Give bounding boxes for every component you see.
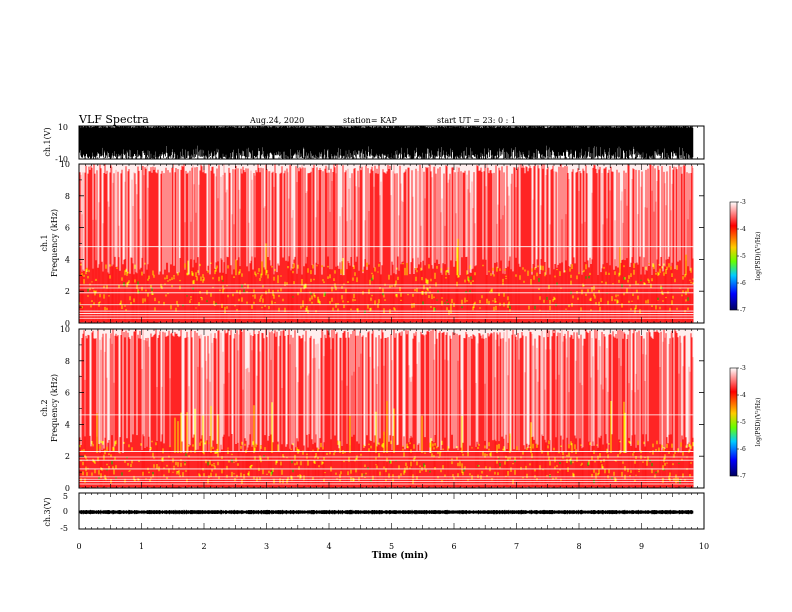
ch2-spectrogram-image (78, 329, 694, 488)
time-axis-ticks (78, 126, 705, 529)
spectrogram-ytick-label: 2 (65, 452, 70, 461)
ch2-spectrogram-ylabel-channel: ch.2 (40, 399, 49, 416)
spectrogram-ytick-label: 6 (65, 389, 70, 398)
time-axis-tick-label: 9 (639, 542, 644, 551)
ch3-waveform-panel: 5 0 -5 ch.3(V) (43, 492, 705, 533)
colorbar-tick-label: -7 (740, 473, 746, 480)
ch1-spectrogram-yticks: 0 2 4 6 8 10 (60, 160, 704, 328)
ch2-spectrogram-yticks: 0 2 4 6 8 10 (60, 325, 704, 493)
ch1-ytick-top: 10 (58, 123, 68, 132)
ch1-ytick-bottom: -10 (55, 155, 68, 164)
time-axis-tick-label: 8 (576, 542, 581, 551)
ch1-waveform-panel: 10 -10 ch.1(V) (43, 123, 705, 164)
colorbar-tick-label: -6 (740, 446, 746, 453)
colorbar-scale (729, 201, 738, 311)
spectrogram-low-power (98, 453, 681, 484)
ch1-ylabel: ch.1(V) (43, 127, 52, 156)
colorbar-label: log(PSD)(V²/Hz) (755, 232, 762, 281)
spectrogram-ytick-label: 10 (60, 325, 70, 334)
spectrogram-ytick-label: 4 (65, 255, 70, 264)
colorbar-label: log(PSD)(V²/Hz) (755, 398, 762, 447)
ch1-colorbar: -3 -4 -5 -6 -7 log(PSD)(V²/Hz) (729, 199, 762, 314)
spectrogram-ytick-label: 0 (65, 319, 70, 328)
time-axis-tick-label: 6 (451, 542, 456, 551)
ch1-waveform-line (78, 126, 694, 159)
date-label: Aug.24, 2020 (249, 116, 304, 125)
ch2-spectrogram-panel: 0 2 4 6 8 10 ch.2 Frequency (kHz) -3 -4 -5 -6 -7 l… (40, 325, 762, 493)
spectrogram-low-power (87, 276, 689, 313)
colorbar-tick-label: -4 (740, 226, 746, 233)
ch3-ytick-mid: 0 (63, 507, 68, 516)
colorbar-tick-label: -6 (740, 280, 746, 287)
time-axis-label: Time (min) (372, 550, 429, 561)
colorbar-tick-label: -7 (740, 307, 746, 314)
spectrogram-ytick-label: 4 (65, 420, 70, 429)
station-label: station= KAP (343, 116, 398, 125)
spectrogram-ytick-label: 0 (65, 484, 70, 493)
figure-title: VLF Spectra (78, 113, 149, 126)
spectrogram-ytick-label: 10 (60, 160, 70, 169)
time-axis-tick-label: 5 (389, 542, 394, 551)
time-axis-tick-label: 3 (264, 542, 269, 551)
colorbar-tick-label: -5 (740, 419, 746, 426)
spectrogram-ytick-label: 8 (65, 192, 70, 201)
ch3-ylabel: ch.3(V) (43, 497, 52, 526)
ch3-ytick-bottom: -5 (60, 524, 68, 533)
ch1-spectrogram-panel: 0 2 4 6 8 10 ch.1 Frequency (kHz) -3 -4 -5 -6 -7 l… (40, 160, 762, 328)
ch2-spectrogram-ylabel: Frequency (kHz) (50, 374, 59, 442)
colorbar-scale (729, 367, 738, 477)
colorbar-tick-label: -3 (740, 365, 746, 372)
ch1-spectrogram-image (78, 164, 694, 323)
ch1-spectrogram-ylabel-channel: ch.1 (40, 234, 49, 251)
time-axis-tick-label: 2 (201, 542, 206, 551)
ch2-colorbar: -3 -4 -5 -6 -7 log(PSD)(V²/Hz) (729, 365, 762, 480)
ch3-waveform-trace (79, 492, 694, 530)
ch1-spectrogram-ylabel: Frequency (kHz) (50, 209, 59, 277)
time-axis-tick-label: 1 (139, 542, 144, 551)
time-axis-tick-label: 7 (514, 542, 519, 551)
time-axis-tick-marks (78, 126, 705, 529)
ch1-waveform-trace (78, 126, 694, 159)
time-axis-tick-label: 0 (76, 542, 81, 551)
ch3-waveform-line (79, 509, 694, 515)
colorbar-tick-label: -4 (740, 392, 746, 399)
spectrogram-ytick-label: 6 (65, 224, 70, 233)
time-axis-tick-label: 4 (326, 542, 331, 551)
colorbar-tick-label: -3 (740, 199, 746, 206)
time-axis-tick-label: 10 (699, 542, 709, 551)
spectrogram-ytick-label: 2 (65, 287, 70, 296)
spectrogram-ytick-label: 8 (65, 357, 70, 366)
colorbar-tick-label: -5 (740, 253, 746, 260)
start-time-label: start UT = 23: 0 : 1 (437, 116, 516, 125)
time-axis-labels: 0 1 2 3 4 5 6 7 8 9 10 (76, 542, 709, 551)
ch3-ytick-top: 5 (63, 492, 68, 501)
